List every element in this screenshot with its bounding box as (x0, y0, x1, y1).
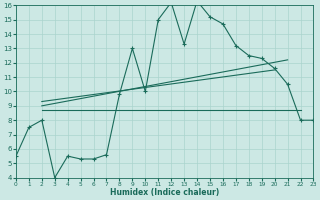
X-axis label: Humidex (Indice chaleur): Humidex (Indice chaleur) (110, 188, 219, 197)
